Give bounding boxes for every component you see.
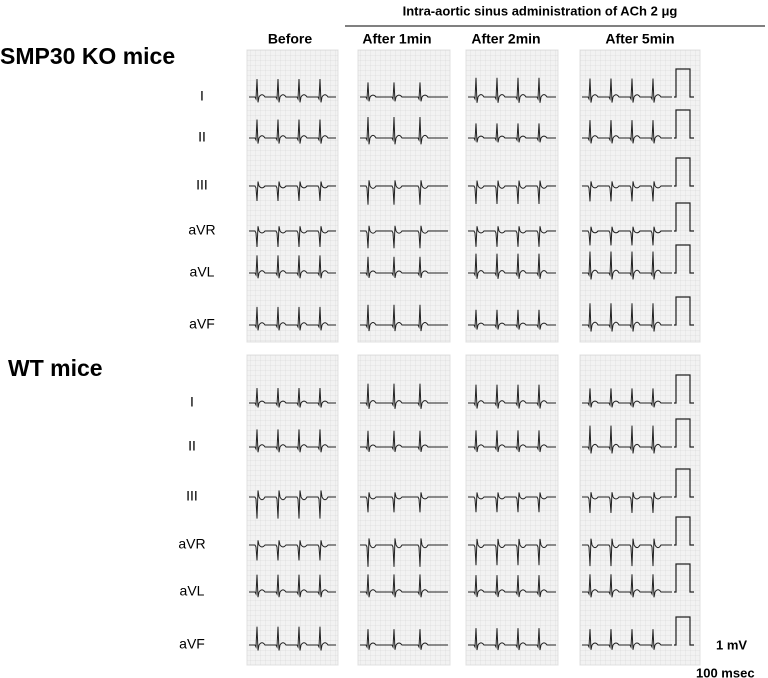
lead-label: aVR <box>178 536 205 552</box>
calibration-pulse <box>674 157 694 187</box>
header-title: Intra-aortic sinus administration of ACh… <box>403 3 678 18</box>
column-label: Before <box>268 31 313 47</box>
column-label: After 2min <box>471 31 540 47</box>
ecg-grid <box>247 50 338 342</box>
ecg-grid <box>247 355 338 665</box>
ecg-trace <box>582 538 672 567</box>
ecg-trace <box>582 120 672 144</box>
lead-label: aVR <box>188 222 215 238</box>
ecg-grid <box>466 355 558 665</box>
ecg-trace <box>360 629 448 650</box>
ecg-trace <box>468 253 556 279</box>
ecg-trace <box>249 181 336 201</box>
ecg-grid <box>580 50 700 342</box>
ecg-trace <box>468 77 556 103</box>
ecg-trace <box>468 628 556 651</box>
calibration-pulse <box>674 374 694 404</box>
lead-label: I <box>200 88 204 104</box>
ecg-trace <box>582 181 672 202</box>
ecg-trace <box>249 540 336 561</box>
ecg-trace <box>582 574 672 598</box>
time-scale-label: 100 msec <box>696 665 755 678</box>
ecg-trace <box>249 255 336 279</box>
lead-label: III <box>186 488 198 504</box>
ecg-trace <box>249 79 336 103</box>
ecg-trace <box>582 629 672 650</box>
ecg-trace <box>582 251 672 280</box>
ecg-grid <box>358 355 450 665</box>
ecg-trace <box>360 383 448 409</box>
calibration-pulse <box>674 109 694 139</box>
lead-label: aVL <box>190 264 215 280</box>
ecg-grid <box>466 50 558 342</box>
ecg-trace <box>360 304 448 332</box>
calibration-pulse <box>674 202 694 232</box>
ecg-trace <box>360 430 448 452</box>
ecg-trace <box>468 575 556 598</box>
ecg-trace <box>249 388 336 408</box>
ecg-trace <box>249 119 336 144</box>
ecg-trace <box>468 492 556 513</box>
group-label: WT mice <box>8 355 103 381</box>
ecg-trace <box>249 490 336 519</box>
group-label: SMP30 KO mice <box>0 43 175 69</box>
ecg-trace <box>360 225 448 249</box>
calibration-pulse <box>674 616 694 646</box>
voltage-scale-label: 1 mV <box>716 637 747 652</box>
ecg-trace <box>249 626 336 651</box>
lead-label: III <box>196 177 208 193</box>
ecg-trace <box>360 574 448 598</box>
lead-label: II <box>188 438 196 454</box>
ecg-trace <box>468 309 556 330</box>
column-label: After 1min <box>362 31 431 47</box>
ecg-trace <box>249 306 336 331</box>
calibration-pulse <box>674 516 694 546</box>
ecg-grid <box>358 50 450 342</box>
lead-label: II <box>198 129 206 145</box>
ecg-trace <box>360 492 448 513</box>
ecg-trace <box>249 574 336 598</box>
calibration-pulse <box>674 563 694 593</box>
ecg-trace <box>582 303 672 332</box>
ecg-trace <box>249 429 336 453</box>
ecg-trace <box>468 180 556 205</box>
calibration-pulse <box>674 296 694 326</box>
ecg-trace <box>582 226 672 246</box>
ecg-trace <box>360 180 448 205</box>
lead-label: I <box>190 394 194 410</box>
ecg-trace <box>468 384 556 409</box>
ecg-trace <box>360 82 448 102</box>
calibration-pulse <box>674 68 694 98</box>
ecg-trace <box>360 256 448 278</box>
lead-label: aVF <box>179 636 205 652</box>
lead-label: aVF <box>189 316 215 332</box>
ecg-trace <box>468 123 556 143</box>
column-label: After 5min <box>605 31 674 47</box>
ecg-trace <box>249 226 336 247</box>
ecg-trace <box>360 538 448 567</box>
ecg-trace <box>360 116 448 145</box>
ecg-grid <box>580 355 700 665</box>
ecg-trace <box>468 226 556 247</box>
ecg-trace <box>582 388 672 408</box>
calibration-pulse <box>674 244 694 274</box>
ecg-trace <box>468 538 556 566</box>
ecg-trace <box>468 430 556 453</box>
calibration-pulse <box>674 418 694 448</box>
ecg-trace <box>582 78 672 103</box>
ecg-trace <box>582 425 672 454</box>
calibration-pulse <box>674 468 694 498</box>
ecg-trace <box>582 492 672 513</box>
lead-label: aVL <box>180 583 205 599</box>
